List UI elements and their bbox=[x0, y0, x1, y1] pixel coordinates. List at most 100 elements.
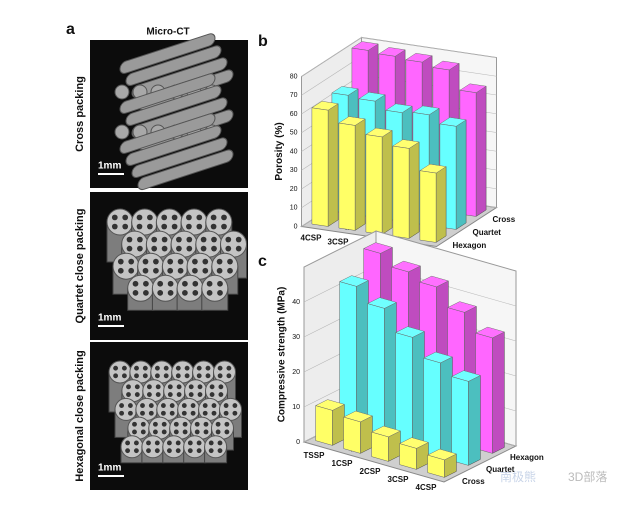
strut-hole bbox=[175, 448, 181, 454]
strut-hole bbox=[187, 448, 193, 454]
strut-hole bbox=[186, 236, 193, 243]
strut-hole bbox=[176, 245, 182, 252]
strut-hole bbox=[161, 245, 168, 252]
strut-hole bbox=[160, 403, 166, 408]
bar-side bbox=[435, 166, 447, 243]
strut-hole bbox=[142, 258, 149, 265]
strut-hole bbox=[125, 448, 131, 454]
strut-hole bbox=[153, 267, 159, 274]
strut-hole bbox=[119, 410, 125, 416]
strut-hole bbox=[211, 410, 217, 416]
strut-top bbox=[204, 435, 228, 459]
strut-hole bbox=[166, 440, 172, 446]
strut-hole bbox=[218, 392, 224, 397]
strut-hole bbox=[117, 258, 124, 265]
strut-hole bbox=[181, 403, 187, 408]
strut bbox=[119, 33, 216, 74]
strut-hole bbox=[176, 236, 182, 243]
strut-hole bbox=[190, 410, 196, 416]
strut-hole bbox=[155, 392, 161, 397]
strut-hole bbox=[232, 403, 238, 408]
strut bbox=[125, 125, 222, 166]
strut-hole bbox=[132, 421, 137, 427]
strut-hole bbox=[182, 429, 188, 435]
strut-hole bbox=[133, 440, 139, 446]
strut-hole bbox=[148, 410, 154, 416]
strut-hole bbox=[173, 429, 179, 435]
bar-side bbox=[440, 356, 453, 458]
strut-hole bbox=[157, 289, 164, 296]
y-tick-label: 0 bbox=[296, 439, 300, 446]
bar bbox=[371, 431, 389, 462]
bar-side bbox=[475, 85, 487, 217]
bar-side bbox=[455, 119, 467, 230]
strut-hole bbox=[196, 440, 202, 446]
bar-side bbox=[384, 301, 397, 442]
bar bbox=[338, 122, 356, 231]
strut-hole bbox=[175, 373, 181, 379]
strut-hole bbox=[163, 373, 169, 379]
bar-side bbox=[381, 129, 393, 235]
strut-hole bbox=[154, 365, 160, 371]
strut-hole bbox=[171, 214, 178, 221]
strut-hole bbox=[132, 280, 139, 287]
strut-hole bbox=[202, 258, 209, 265]
strut-hole bbox=[205, 365, 211, 371]
strut-hole bbox=[122, 223, 129, 230]
strut-top bbox=[106, 208, 134, 236]
strut-top bbox=[120, 435, 144, 459]
strut-hole bbox=[111, 223, 118, 230]
strut-hole bbox=[197, 392, 203, 397]
strut bbox=[125, 45, 222, 86]
strut-hole bbox=[203, 429, 209, 435]
strut-hole bbox=[208, 440, 214, 446]
y-tick-label: 70 bbox=[290, 92, 298, 99]
strut-hole bbox=[140, 421, 146, 427]
legend-label: Cross bbox=[462, 477, 485, 486]
strut-hole bbox=[167, 289, 174, 296]
strut-hole bbox=[161, 421, 167, 427]
strut-hole bbox=[221, 223, 227, 230]
panel-title: Micro-CT bbox=[146, 27, 189, 38]
strut-top bbox=[112, 252, 140, 280]
strut-top bbox=[162, 435, 186, 459]
strut-hole bbox=[167, 258, 174, 265]
strut-hole bbox=[147, 223, 153, 230]
strut-top bbox=[108, 360, 132, 384]
y-tick-label: 10 bbox=[290, 205, 298, 212]
strut bbox=[125, 85, 222, 126]
strut-hole bbox=[217, 289, 223, 296]
bar-side bbox=[360, 415, 373, 454]
strut-hole bbox=[221, 214, 227, 221]
bar-side bbox=[408, 141, 420, 239]
y-tick-label: 40 bbox=[292, 299, 300, 306]
strut-hole bbox=[142, 267, 149, 274]
y-tick-label: 20 bbox=[292, 369, 300, 376]
strut-top bbox=[201, 274, 229, 302]
y-tick-label: 30 bbox=[290, 167, 298, 174]
strut-hole bbox=[217, 373, 223, 379]
strut-hole bbox=[137, 236, 143, 243]
strut-hole bbox=[167, 280, 174, 287]
strut-hole bbox=[200, 236, 207, 243]
strut-hole bbox=[146, 440, 151, 446]
strut-hole bbox=[211, 403, 217, 408]
strut-hole bbox=[215, 429, 221, 435]
bar-side bbox=[468, 374, 481, 466]
strut-hole bbox=[163, 365, 169, 371]
y-tick-label: 60 bbox=[290, 111, 298, 118]
strut-hole bbox=[208, 448, 214, 454]
bar bbox=[315, 405, 333, 446]
strut-hole bbox=[128, 267, 135, 274]
strut-hole bbox=[206, 280, 213, 287]
strut bbox=[137, 149, 234, 191]
strut bbox=[131, 137, 228, 178]
strut-hole bbox=[136, 223, 143, 230]
strut-hole bbox=[167, 392, 173, 397]
strut-hole bbox=[136, 214, 143, 221]
strut-hole bbox=[111, 214, 118, 221]
strut-hole bbox=[176, 384, 182, 390]
strut-hole bbox=[192, 289, 199, 296]
strut-hole bbox=[192, 258, 198, 265]
strut-hole bbox=[194, 429, 200, 435]
